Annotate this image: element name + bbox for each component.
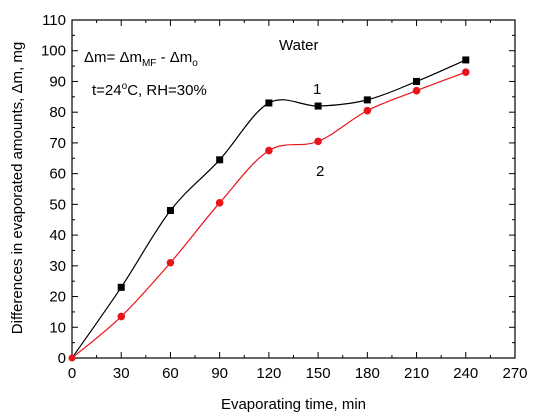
conditions-degree: o bbox=[122, 81, 128, 92]
series-2-point bbox=[461, 68, 470, 77]
y-tick-label: 60 bbox=[49, 166, 66, 183]
tick-labels: 0 30 60 90 120 150 180 210 240 270010203040506070… bbox=[41, 12, 528, 382]
series-1-point bbox=[166, 207, 174, 215]
series-1-label: 1 bbox=[313, 81, 321, 98]
series-1-point bbox=[265, 99, 273, 107]
plot-frame bbox=[71, 19, 516, 359]
y-axis-title: Differences in evaporated amounts, Δm, m… bbox=[9, 42, 26, 334]
formula-sub-mf: MF bbox=[142, 58, 156, 69]
series-2-curve bbox=[71, 71, 466, 359]
x-tick-label: 90 bbox=[211, 365, 228, 382]
series-2-label: 2 bbox=[316, 163, 324, 180]
series-1-curve bbox=[71, 59, 467, 359]
x-tick-label: 150 bbox=[306, 365, 331, 382]
formula-annotation: Δm= ΔmMF - Δmo bbox=[84, 49, 198, 69]
series-1 bbox=[71, 56, 470, 359]
y-tick-label: 90 bbox=[49, 73, 66, 90]
y-tick-label: 50 bbox=[49, 196, 66, 213]
y-tick-label: 30 bbox=[49, 258, 66, 275]
series-1-point bbox=[314, 102, 322, 110]
x-axis-title: Evaporating time, min bbox=[221, 396, 366, 413]
formula-mid: - Δm bbox=[156, 49, 192, 66]
origin-point bbox=[68, 354, 76, 362]
series-2-point bbox=[215, 199, 224, 207]
series-2-point bbox=[265, 146, 273, 155]
x-tick-label: 270 bbox=[502, 365, 527, 382]
series-2-point bbox=[117, 312, 126, 321]
series-1-point bbox=[413, 77, 421, 85]
y-tick-label: 0 bbox=[58, 350, 66, 367]
y-tick-label: 20 bbox=[49, 289, 66, 306]
conditions-annotation: t=24oC, RH=30% bbox=[92, 81, 207, 99]
x-tick-label: 60 bbox=[162, 365, 179, 382]
y-tick-label: 70 bbox=[49, 135, 66, 152]
x-tick-label: 240 bbox=[453, 365, 478, 382]
series-2-point bbox=[412, 86, 421, 95]
conditions-pre: t=24 bbox=[92, 82, 122, 99]
series bbox=[68, 56, 470, 362]
x-tick-label: 120 bbox=[256, 365, 281, 382]
series-1-point bbox=[216, 156, 224, 164]
formula-sub-o: o bbox=[192, 58, 198, 69]
axes bbox=[71, 19, 516, 359]
series-1-point bbox=[462, 56, 470, 64]
x-tick-label: 210 bbox=[404, 365, 429, 382]
x-tick-label: 180 bbox=[355, 365, 380, 382]
series-1-point bbox=[117, 283, 125, 291]
series-2-point bbox=[166, 258, 175, 267]
series-2 bbox=[71, 68, 470, 359]
series-2-point bbox=[314, 137, 322, 146]
x-tick-label: 30 bbox=[113, 365, 130, 382]
y-tick-label: 10 bbox=[49, 319, 66, 336]
series-1-point bbox=[363, 96, 371, 104]
conditions-post: C, RH=30% bbox=[127, 82, 207, 99]
series-2-point bbox=[363, 106, 372, 115]
x-tick-label: 0 bbox=[68, 365, 76, 382]
y-tick-label: 80 bbox=[49, 104, 66, 121]
y-tick-label: 100 bbox=[41, 43, 66, 60]
formula-lhs: Δm= Δm bbox=[84, 49, 142, 66]
y-tick-label: 110 bbox=[42, 12, 66, 29]
substance-label: Water bbox=[279, 37, 318, 54]
y-tick-label: 40 bbox=[49, 227, 66, 244]
